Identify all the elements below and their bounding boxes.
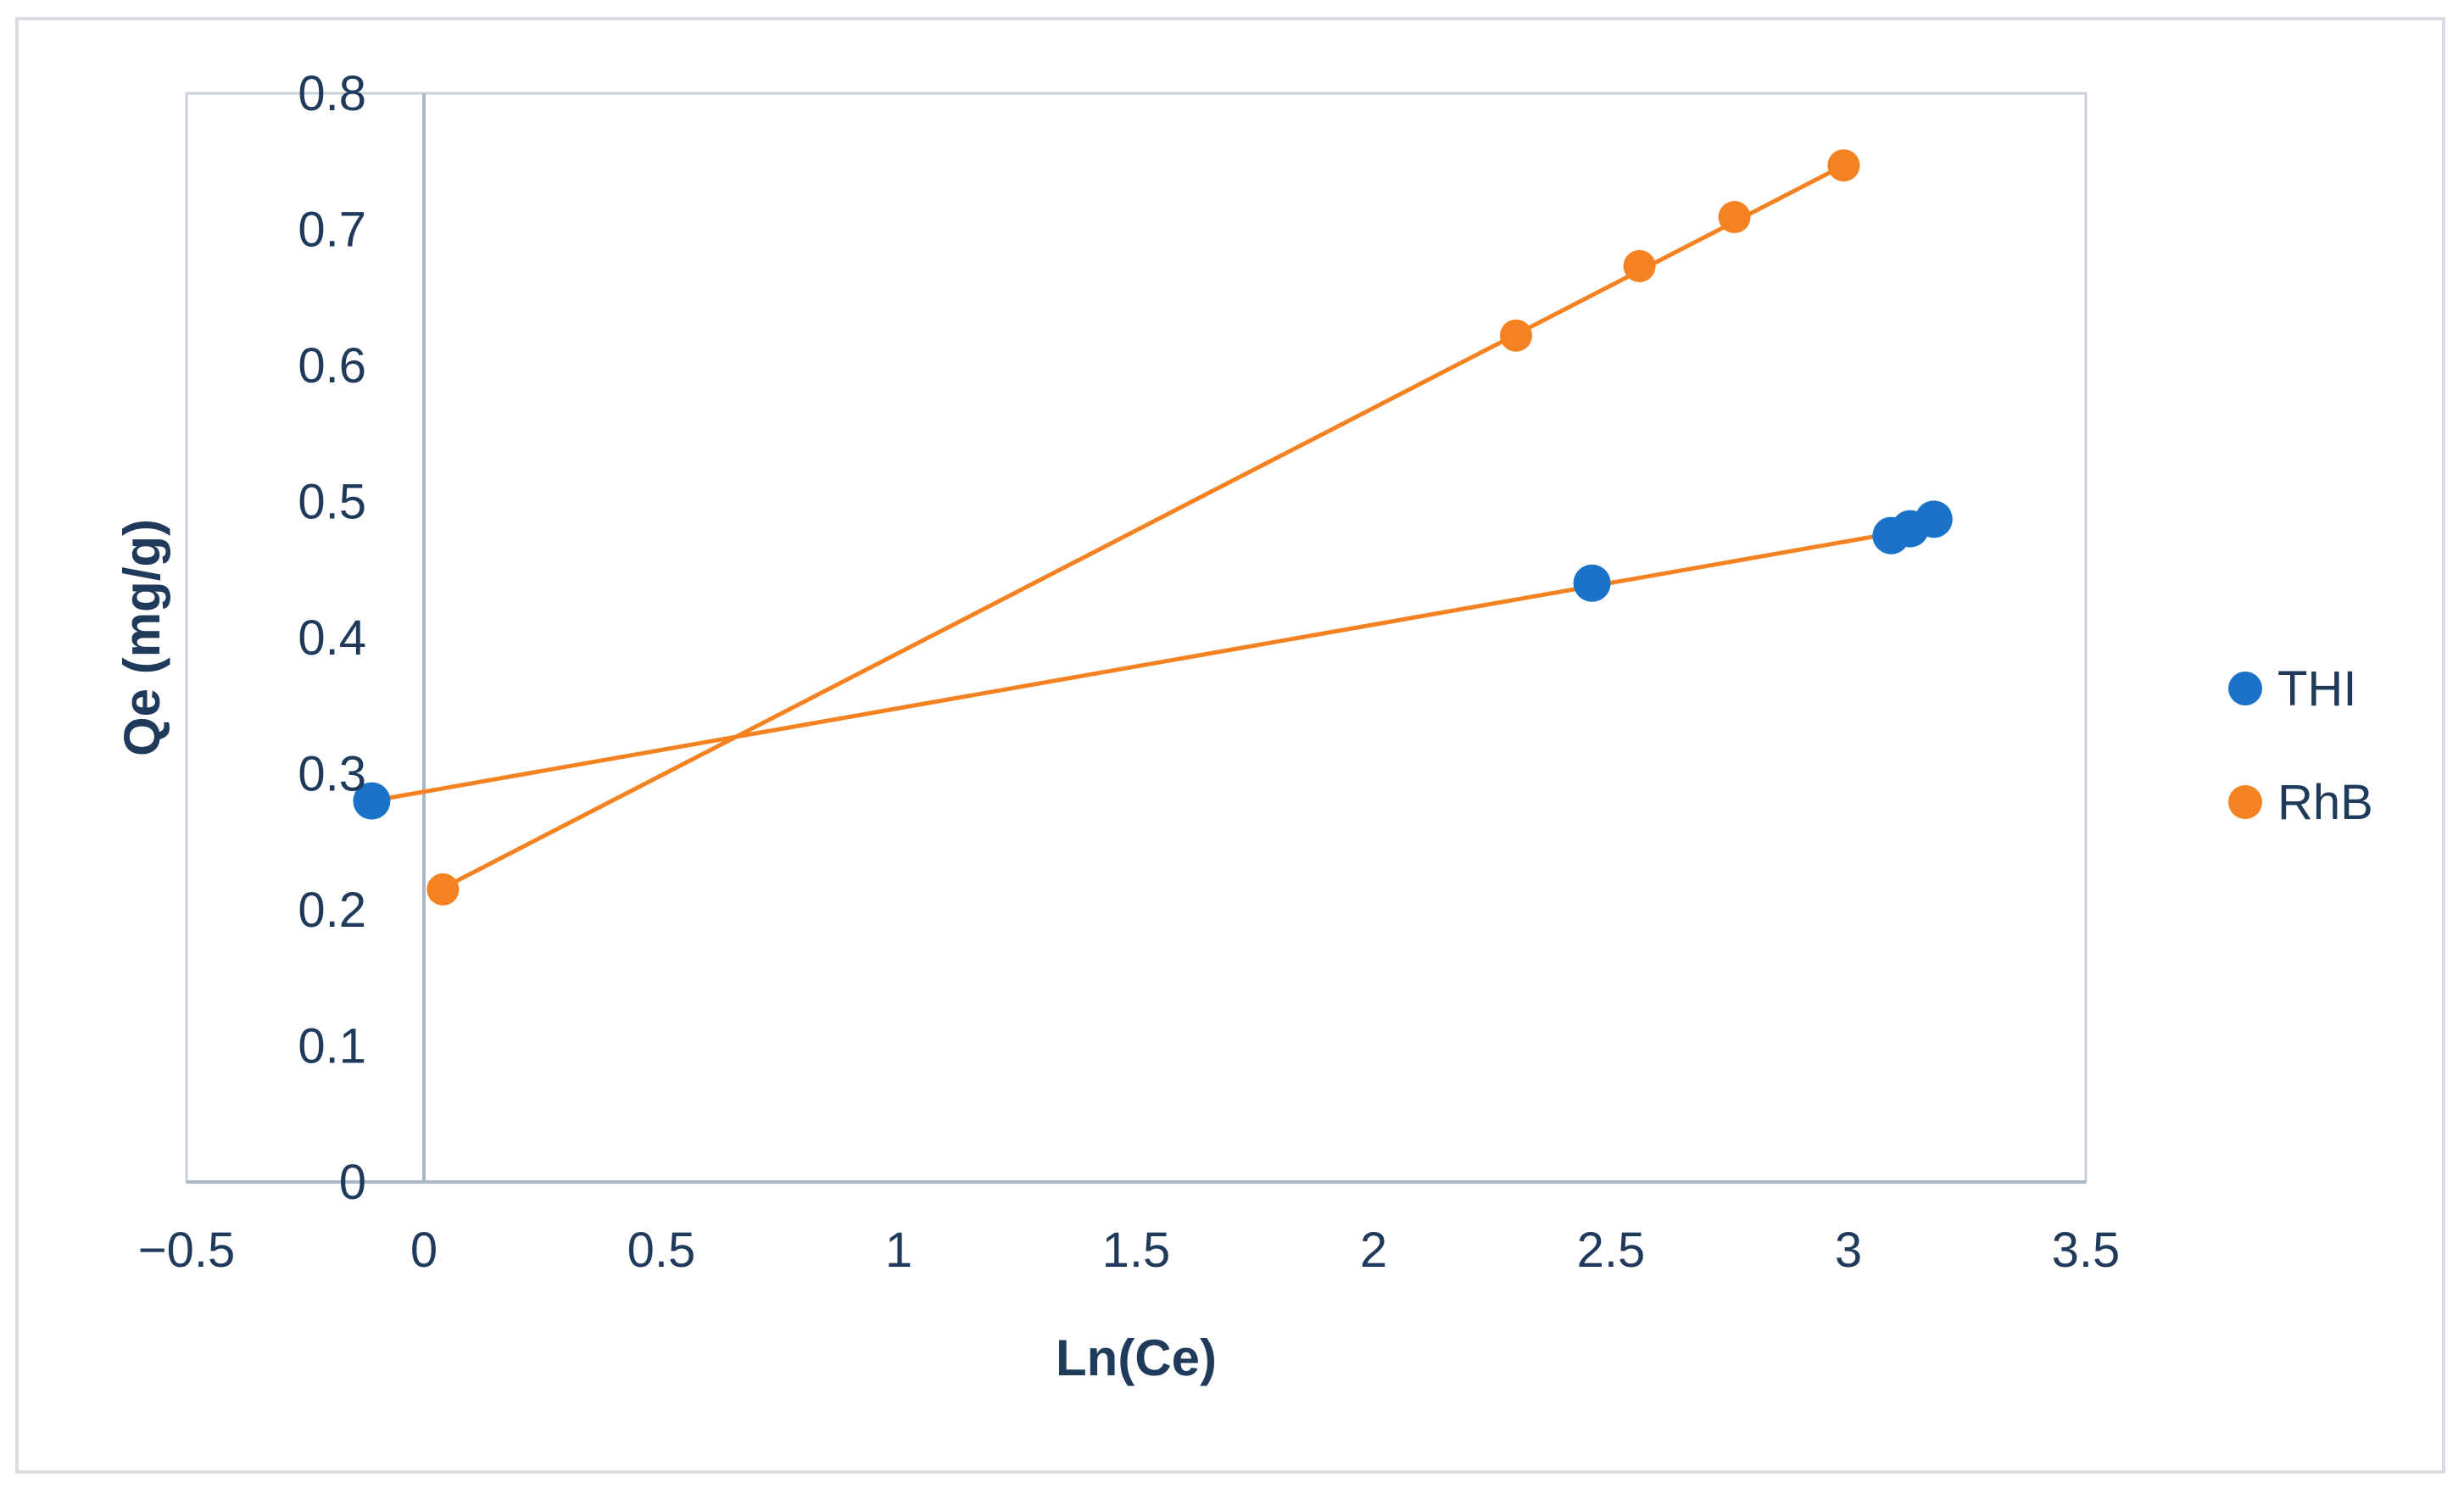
legend-marker-rhb [2228, 785, 2262, 819]
y-axis-title: Qe (mg/g) [114, 519, 170, 756]
data-point-thi [1573, 564, 1611, 602]
x-tick-label: 1 [885, 1223, 912, 1278]
x-tick-label: 1.5 [1102, 1223, 1171, 1278]
x-tick-label: 2 [1360, 1223, 1387, 1278]
data-point-rhb [1623, 249, 1656, 282]
trendline-thi [371, 523, 1935, 804]
data-point-thi [1915, 500, 1953, 538]
y-tick-label: 0.3 [298, 747, 366, 802]
x-tick-label: 0 [410, 1223, 438, 1278]
legend-label-thi: THI [2277, 661, 2356, 716]
trendline-rhb [442, 163, 1845, 890]
legend-label-rhb: RhB [2277, 775, 2373, 830]
y-tick-label: 0.5 [298, 475, 366, 530]
y-tick-label: 0 [339, 1155, 366, 1210]
data-point-rhb [426, 872, 460, 906]
legend-marker-thi [2228, 672, 2262, 705]
plot-area [185, 92, 2088, 1184]
y-tick-label: 0.1 [298, 1019, 366, 1074]
y-tick-label: 0.8 [298, 66, 366, 121]
x-axis-title: Ln(Ce) [1056, 1330, 1217, 1386]
legend: THI RhB [2228, 661, 2373, 830]
x-tick-label: 3.5 [2052, 1223, 2121, 1278]
y-tick-label: 0.4 [298, 610, 366, 666]
y-tick-label: 0.7 [298, 203, 366, 258]
x-tick-label: 3 [1835, 1223, 1862, 1278]
data-point-rhb [1718, 201, 1751, 234]
data-point-rhb [1827, 149, 1860, 182]
data-point-thi [353, 782, 391, 820]
x-tick-label: 0.5 [627, 1223, 696, 1278]
data-point-rhb [1500, 319, 1532, 352]
y-tick-label: 0.2 [298, 883, 366, 938]
x-tick-label: 2.5 [1577, 1223, 1646, 1278]
x-tick-label: −0.5 [138, 1223, 236, 1278]
y-tick-label: 0.6 [298, 338, 366, 393]
